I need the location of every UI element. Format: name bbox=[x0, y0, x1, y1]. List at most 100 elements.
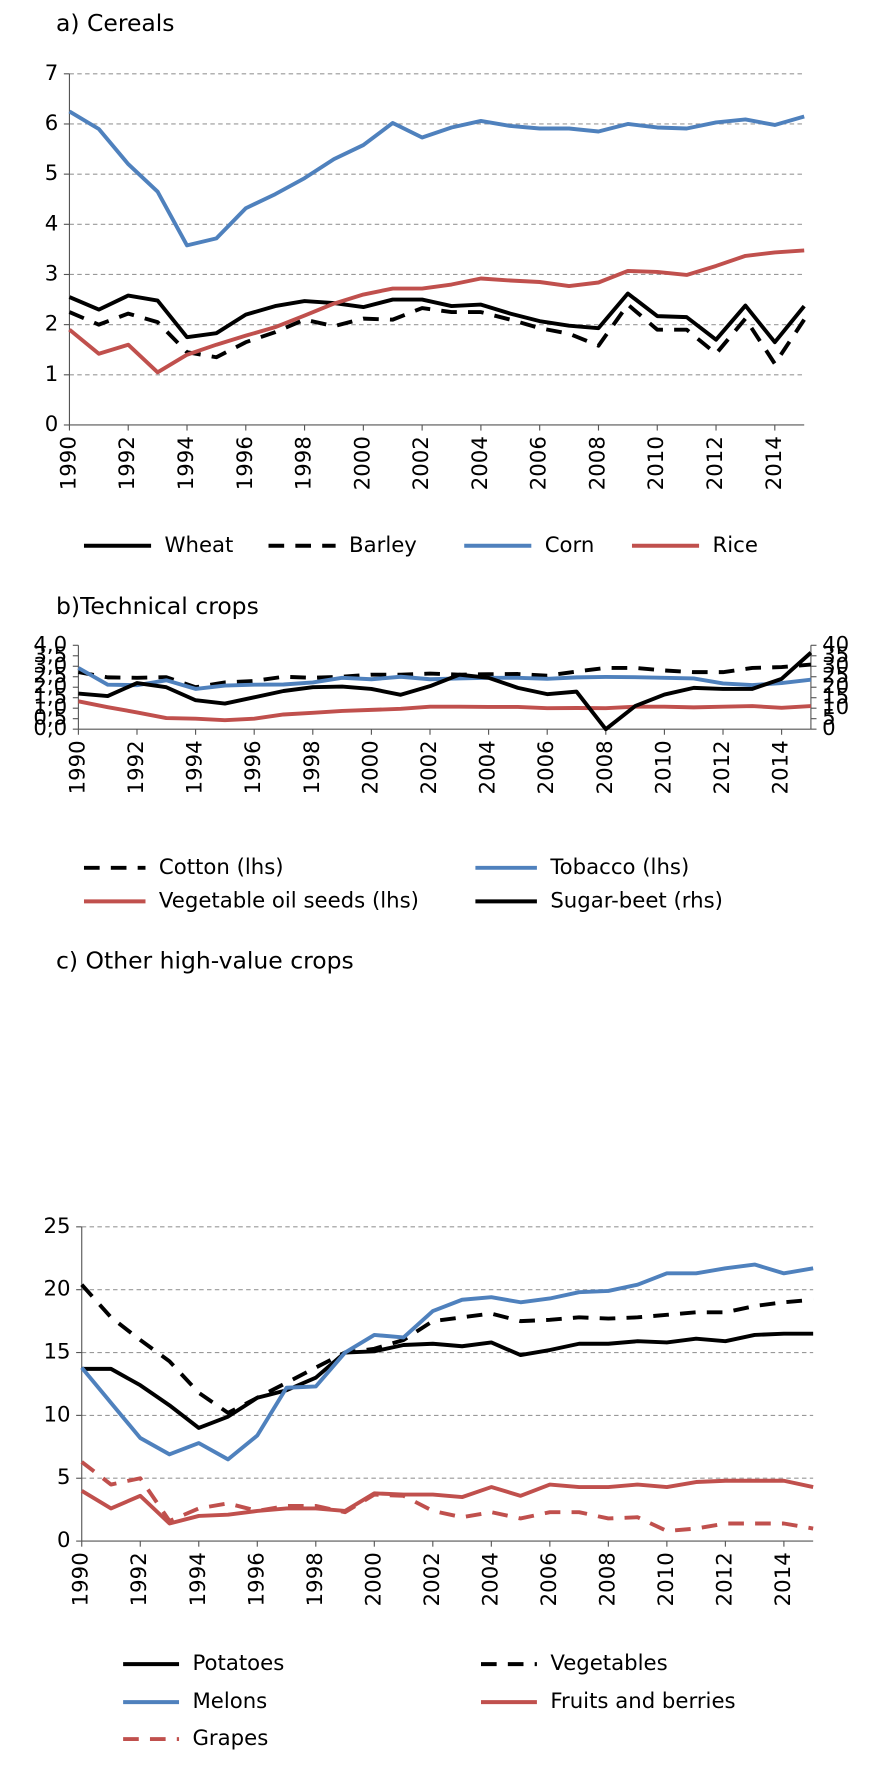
legend-label: Grapes bbox=[192, 1726, 268, 1751]
x-tick-label: 2010 bbox=[654, 1552, 679, 1606]
legend-label: Cotton (lhs) bbox=[159, 855, 284, 880]
x-tick-label: 2014 bbox=[771, 1552, 796, 1606]
y-tick-label: 0 bbox=[45, 412, 59, 437]
chart: c) Other high-value crops 0 5 10 15 20 25 1990 1… bbox=[44, 946, 814, 1751]
y-tick-label: 4,0 bbox=[33, 632, 67, 657]
legend-label: Vegetables bbox=[550, 1651, 667, 1676]
x-tick-label: 2008 bbox=[585, 436, 610, 490]
x-tick-label: 1996 bbox=[241, 740, 266, 794]
x-tick-label: 2002 bbox=[417, 740, 442, 794]
legend-label: Barley bbox=[349, 533, 417, 558]
x-tick-label: 2012 bbox=[710, 740, 735, 794]
x-tick-label: 2006 bbox=[534, 740, 559, 794]
legend-label: Vegetable oil seeds (lhs) bbox=[159, 888, 419, 913]
legend-label: Corn bbox=[545, 533, 595, 558]
chart-title: a) Cereals bbox=[56, 9, 175, 37]
x-tick-label: 2006 bbox=[537, 1552, 562, 1606]
y2-tick-label: 40 bbox=[822, 632, 849, 657]
x-tick-label: 2006 bbox=[527, 436, 552, 490]
legend-label: Wheat bbox=[165, 533, 234, 558]
chart: a) Cereals 0 1 2 3 4 5 6 7 1990 1992 1994 1996 1998 20… bbox=[45, 9, 806, 558]
y-tick-label: 2 bbox=[45, 312, 59, 337]
y-tick-label: 0,5 bbox=[33, 706, 67, 731]
x-tick-label: 2008 bbox=[595, 1552, 620, 1606]
x-tick-label: 2004 bbox=[468, 436, 493, 490]
legend-label: Tobacco (lhs) bbox=[549, 855, 689, 880]
legend-label: Melons bbox=[192, 1689, 267, 1714]
y2-tick-label: 5 bbox=[822, 706, 836, 731]
y2-tick-label: 35 bbox=[822, 643, 849, 668]
x-tick-label: 1992 bbox=[127, 1552, 152, 1606]
x-tick-label: 2010 bbox=[644, 436, 669, 490]
series-line bbox=[80, 1283, 814, 1415]
legend-label: Sugar-beet (rhs) bbox=[550, 888, 723, 913]
x-tick-label: 2010 bbox=[651, 740, 676, 794]
x-tick-label: 1994 bbox=[174, 436, 199, 490]
x-tick-label: 1998 bbox=[300, 740, 325, 794]
series-line bbox=[80, 1460, 814, 1533]
series-line bbox=[81, 1331, 814, 1430]
x-tick-label: 1998 bbox=[292, 436, 317, 490]
series-line bbox=[68, 302, 806, 366]
y2-tick-label: 0 bbox=[822, 716, 836, 741]
y-tick-label: 10 bbox=[44, 1402, 71, 1427]
series-line bbox=[68, 291, 806, 345]
x-tick-label: 2012 bbox=[703, 436, 728, 490]
y2-tick-label: 25 bbox=[822, 664, 849, 689]
y2-tick-label: 30 bbox=[822, 653, 849, 678]
x-tick-label: 2014 bbox=[762, 436, 787, 490]
x-tick-label: 2014 bbox=[769, 740, 794, 794]
x-tick-label: 1994 bbox=[183, 740, 208, 794]
chart: b)Technical crops 0,00,51,01,52,02,53,03,… bbox=[33, 592, 849, 914]
x-tick-label: 1998 bbox=[303, 1552, 328, 1606]
y2-tick-label: 15 bbox=[822, 685, 849, 710]
x-tick-label: 2000 bbox=[350, 436, 375, 490]
y-tick-label: 2,5 bbox=[33, 664, 67, 689]
x-tick-label: 1992 bbox=[124, 740, 149, 794]
x-tick-label: 2004 bbox=[476, 740, 501, 794]
legend-label: Potatoes bbox=[192, 1651, 284, 1676]
y-tick-label: 5 bbox=[45, 161, 59, 186]
legend-label: Rice bbox=[712, 533, 757, 558]
y-tick-label: 3,0 bbox=[33, 653, 67, 678]
y-tick-label: 0,0 bbox=[33, 716, 67, 741]
x-tick-label: 1996 bbox=[233, 436, 258, 490]
y2-tick-label: 20 bbox=[822, 674, 849, 699]
y-tick-label: 1,5 bbox=[33, 685, 67, 710]
series-line bbox=[80, 1262, 814, 1462]
x-tick-label: 2000 bbox=[358, 740, 383, 794]
y-tick-label: 20 bbox=[44, 1277, 71, 1302]
x-tick-label: 2002 bbox=[409, 436, 434, 490]
x-tick-label: 2012 bbox=[712, 1552, 737, 1606]
x-tick-label: 1990 bbox=[65, 740, 90, 794]
x-tick-label: 2000 bbox=[361, 1552, 386, 1606]
x-tick-label: 2008 bbox=[593, 740, 618, 794]
y-tick-label: 3 bbox=[45, 261, 59, 286]
x-tick-label: 1992 bbox=[115, 436, 140, 490]
series-line bbox=[78, 699, 812, 723]
y-tick-label: 15 bbox=[44, 1340, 71, 1365]
y-tick-label: 1 bbox=[45, 362, 59, 387]
chart-title: b)Technical crops bbox=[56, 592, 259, 620]
y-tick-label: 3,5 bbox=[33, 643, 67, 668]
x-tick-label: 2002 bbox=[420, 1552, 445, 1606]
x-tick-label: 1990 bbox=[56, 436, 81, 490]
y2-tick-label: 10 bbox=[822, 695, 849, 720]
series-line bbox=[68, 109, 805, 248]
y-tick-label: 2,0 bbox=[33, 674, 67, 699]
x-tick-label: 1994 bbox=[186, 1552, 211, 1606]
legend-label: Fruits and berries bbox=[550, 1689, 735, 1714]
series-line bbox=[80, 1478, 814, 1526]
x-tick-label: 1990 bbox=[69, 1552, 94, 1606]
series-line bbox=[68, 248, 805, 375]
series-line bbox=[78, 651, 813, 732]
y-tick-label: 5 bbox=[57, 1465, 71, 1490]
x-tick-label: 1996 bbox=[244, 1552, 269, 1606]
chart-title: c) Other high-value crops bbox=[56, 946, 354, 974]
y-tick-label: 0 bbox=[57, 1528, 71, 1553]
y-tick-label: 25 bbox=[44, 1214, 71, 1239]
y-tick-label: 7 bbox=[45, 61, 59, 86]
y-tick-label: 4 bbox=[45, 211, 59, 236]
